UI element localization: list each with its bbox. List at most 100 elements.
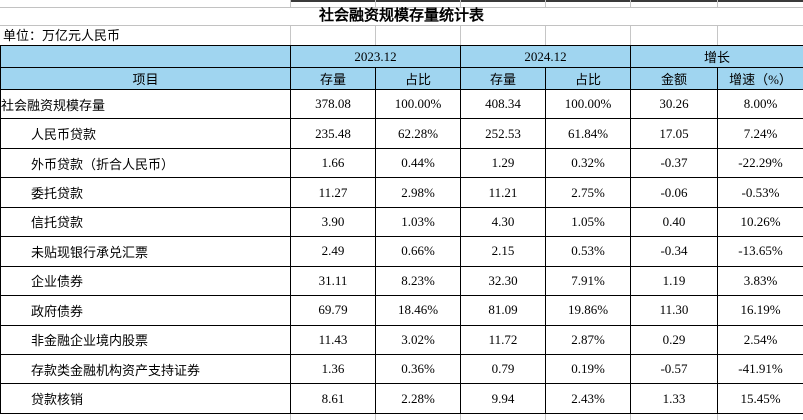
gridline-tick xyxy=(290,26,291,45)
value-cell[interactable]: 2.49 xyxy=(290,236,376,267)
value-cell[interactable]: 61.84% xyxy=(545,118,631,149)
group-header-growth[interactable]: 增长 xyxy=(629,45,803,68)
value-cell[interactable]: -0.53% xyxy=(716,177,803,208)
value-cell[interactable]: 31.11 xyxy=(290,265,376,297)
value-cell[interactable]: 235.48 xyxy=(290,118,376,149)
value-cell[interactable]: 9.94 xyxy=(460,383,546,414)
value-cell[interactable]: 2.98% xyxy=(375,177,461,208)
row-label-cell[interactable]: 贷款核销 xyxy=(0,383,291,414)
value-cell[interactable]: 81.09 xyxy=(460,295,546,326)
row-label-cell[interactable]: 外币贷款（折合人民币） xyxy=(0,147,291,179)
value-cell[interactable]: 1.05% xyxy=(545,206,631,238)
row-label-cell[interactable]: 社会融资规模存量 xyxy=(0,88,291,120)
row-label-cell[interactable]: 委托贷款 xyxy=(0,177,291,208)
value-cell[interactable]: 2.87% xyxy=(545,324,631,355)
column-header-amount[interactable]: 金额 xyxy=(630,67,718,90)
gridline-tick xyxy=(460,26,461,45)
value-cell[interactable]: -22.29% xyxy=(716,147,803,179)
value-cell[interactable]: 2.43% xyxy=(545,383,631,414)
blank-header-cell[interactable] xyxy=(0,45,291,68)
value-cell[interactable]: 3.90 xyxy=(290,206,376,238)
value-cell[interactable]: 1.66 xyxy=(290,147,376,179)
value-cell[interactable]: 3.83% xyxy=(716,265,803,297)
value-cell[interactable]: 11.72 xyxy=(460,324,546,355)
value-cell[interactable]: 69.79 xyxy=(290,295,376,326)
value-cell[interactable]: 7.91% xyxy=(545,265,631,297)
value-cell[interactable]: -0.34 xyxy=(630,236,718,267)
value-cell[interactable]: 252.53 xyxy=(460,118,546,149)
row-label-cell[interactable]: 信托贷款 xyxy=(0,206,291,238)
value-cell[interactable]: 0.53% xyxy=(545,236,631,267)
value-cell[interactable]: 0.32% xyxy=(545,147,631,179)
value-cell[interactable]: 0.29 xyxy=(630,324,718,355)
value-cell[interactable]: 0.66% xyxy=(375,236,461,267)
value-cell[interactable]: 1.19 xyxy=(630,265,718,297)
bottom-gridline-strip xyxy=(0,413,803,420)
value-cell[interactable]: 32.30 xyxy=(460,265,546,297)
value-cell[interactable]: 11.21 xyxy=(460,177,546,208)
column-header-stock-2024[interactable]: 存量 xyxy=(460,67,546,90)
value-cell[interactable]: 0.44% xyxy=(375,147,461,179)
value-cell[interactable]: 8.00% xyxy=(716,88,803,120)
table-row: 委托贷款 11.27 2.98% 11.21 2.75% -0.06 -0.53% xyxy=(0,177,803,208)
column-header-share-2023[interactable]: 占比 xyxy=(375,67,461,90)
value-cell[interactable]: 4.30 xyxy=(460,206,546,238)
group-header-2024[interactable]: 2024.12 xyxy=(460,45,631,68)
table-title-cell[interactable]: 社会融资规模存量统计表 xyxy=(0,7,803,26)
value-cell[interactable]: -0.06 xyxy=(630,177,718,208)
value-cell[interactable]: 100.00% xyxy=(545,88,631,120)
gridline-tick xyxy=(545,0,546,7)
value-cell[interactable]: 8.23% xyxy=(375,265,461,297)
row-label-cell[interactable]: 存款类金融机构资产支持证券 xyxy=(0,353,291,385)
value-cell[interactable]: 0.79 xyxy=(460,353,546,385)
value-cell[interactable]: 11.43 xyxy=(290,324,376,355)
unit-label-cell[interactable]: 单位：万亿元人民币 xyxy=(0,26,803,45)
row-label-cell[interactable]: 人民币贷款 xyxy=(0,118,291,149)
value-cell[interactable]: 378.08 xyxy=(290,88,376,120)
value-cell[interactable]: 100.00% xyxy=(375,88,461,120)
value-cell[interactable]: -0.37 xyxy=(630,147,718,179)
value-cell[interactable]: 2.75% xyxy=(545,177,631,208)
value-cell[interactable]: 2.54% xyxy=(716,324,803,355)
group-header-2023[interactable]: 2023.12 xyxy=(290,45,461,68)
value-cell[interactable]: 2.28% xyxy=(375,383,461,414)
value-cell[interactable]: 3.02% xyxy=(375,324,461,355)
value-cell[interactable]: 0.36% xyxy=(375,353,461,385)
value-cell[interactable]: 30.26 xyxy=(630,88,718,120)
value-cell[interactable]: 7.24% xyxy=(716,118,803,149)
row-label-cell[interactable]: 政府债券 xyxy=(0,295,291,326)
value-cell[interactable]: 11.30 xyxy=(630,295,718,326)
value-cell[interactable]: 1.03% xyxy=(375,206,461,238)
value-cell[interactable]: -13.65% xyxy=(716,236,803,267)
value-cell[interactable]: 8.61 xyxy=(290,383,376,414)
value-cell[interactable]: 62.28% xyxy=(375,118,461,149)
value-cell[interactable]: 0.40 xyxy=(630,206,718,238)
gridline-tick xyxy=(630,0,631,7)
column-header-item[interactable]: 项目 xyxy=(0,67,291,90)
value-cell[interactable]: 1.29 xyxy=(460,147,546,179)
value-cell[interactable]: 16.19% xyxy=(716,295,803,326)
table-row: 存款类金融机构资产支持证券 1.36 0.36% 0.79 0.19% -0.57 -41.… xyxy=(0,353,803,385)
value-cell[interactable]: 18.46% xyxy=(375,295,461,326)
value-cell[interactable]: 1.36 xyxy=(290,353,376,385)
row-label-cell[interactable]: 企业债券 xyxy=(0,265,291,297)
value-cell[interactable]: -41.91% xyxy=(716,353,803,385)
value-cell[interactable]: 1.33 xyxy=(630,383,718,414)
value-cell[interactable]: 0.19% xyxy=(545,353,631,385)
value-cell[interactable]: 408.34 xyxy=(460,88,546,120)
column-header-stock-2023[interactable]: 存量 xyxy=(290,67,376,90)
value-cell[interactable]: 10.26% xyxy=(716,206,803,238)
column-header-growth-rate[interactable]: 增速（%） xyxy=(716,67,803,90)
value-cell[interactable]: 2.15 xyxy=(460,236,546,267)
value-cell[interactable]: -0.57 xyxy=(630,353,718,385)
gridline-tick xyxy=(460,0,461,7)
row-label-cell[interactable]: 非金融企业境内股票 xyxy=(0,324,291,355)
value-cell[interactable]: 19.86% xyxy=(545,295,631,326)
value-cell[interactable]: 15.45% xyxy=(716,383,803,414)
column-header-share-2024[interactable]: 占比 xyxy=(545,67,631,90)
gridline-tick xyxy=(630,26,631,45)
value-cell[interactable]: 17.05 xyxy=(630,118,718,149)
value-cell[interactable]: 11.27 xyxy=(290,177,376,208)
row-label-cell[interactable]: 未贴现银行承兑汇票 xyxy=(0,236,291,267)
